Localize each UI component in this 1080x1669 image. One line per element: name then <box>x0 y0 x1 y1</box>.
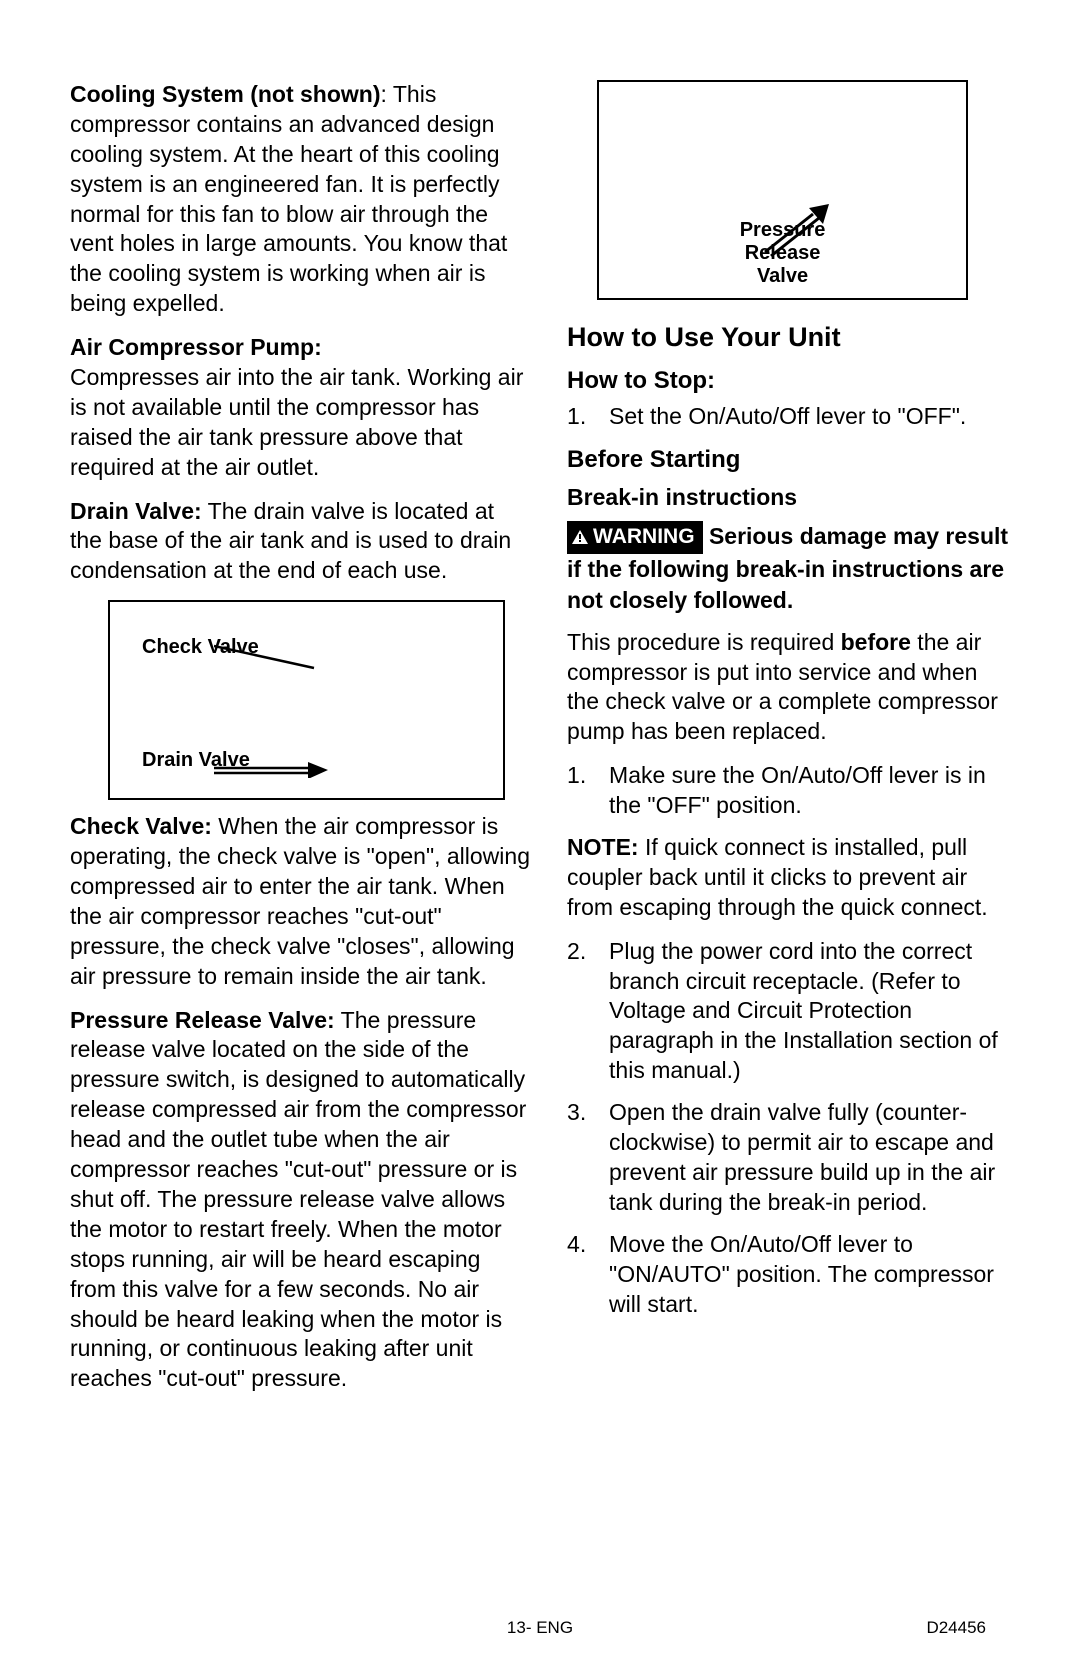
list-text: Move the On/Auto/Off lever to "ON/AUTO" … <box>609 1230 1010 1320</box>
break-in-list-1: 1. Make sure the On/Auto/Off lever is in… <box>567 761 1010 821</box>
left-column: Cooling System (not shown): This compres… <box>70 80 531 1408</box>
cooling-text: : This compressor contains an advanced d… <box>70 81 507 316</box>
break-in-heading: Break-in instructions <box>567 483 1010 513</box>
how-to-stop-heading: How to Stop: <box>567 365 1010 396</box>
list-number: 1. <box>567 761 609 821</box>
section-title: How to Use Your Unit <box>567 320 1010 355</box>
break-in-intro: This procedure is required before the ai… <box>567 628 1010 748</box>
drain-valve-arrow-icon <box>214 758 334 778</box>
drain-heading: Drain Valve: <box>70 498 202 524</box>
pump-para: Air Compressor Pump: Compresses air into… <box>70 333 531 482</box>
check-text: When the air compressor is operating, th… <box>70 813 530 988</box>
before-starting-heading: Before Starting <box>567 444 1010 475</box>
list-text: Make sure the On/Auto/Off lever is in th… <box>609 761 1010 821</box>
doc-number: D24456 <box>926 1617 986 1639</box>
pump-text: Compresses air into the air tank. Workin… <box>70 364 523 480</box>
list-item: 1. Set the On/Auto/Off lever to "OFF". <box>567 402 1010 432</box>
list-number: 4. <box>567 1230 609 1320</box>
check-valve-line-icon <box>214 642 324 672</box>
check-heading: Check Valve: <box>70 813 212 839</box>
pump-heading: Air Compressor Pump: <box>70 334 322 360</box>
warning-label: WARNING <box>593 525 695 548</box>
warning-badge: WARNING <box>567 521 703 553</box>
two-column-layout: Cooling System (not shown): This compres… <box>70 80 1010 1408</box>
how-to-stop-list: 1. Set the On/Auto/Off lever to "OFF". <box>567 402 1010 432</box>
cooling-system-para: Cooling System (not shown): This compres… <box>70 80 531 319</box>
prv-diagram: PressureReleaseValve <box>597 80 968 300</box>
list-number: 1. <box>567 402 609 432</box>
page-number: 13- ENG <box>507 1617 573 1639</box>
list-item: 3. Open the drain valve fully (counter-c… <box>567 1098 1010 1218</box>
note-heading: NOTE: <box>567 834 639 860</box>
check-valve-para: Check Valve: When the air compressor is … <box>70 812 531 991</box>
list-text: Open the drain valve fully (counter-cloc… <box>609 1098 1010 1218</box>
prv-heading: Pressure Release Valve: <box>70 1007 335 1033</box>
list-item: 1. Make sure the On/Auto/Off lever is in… <box>567 761 1010 821</box>
list-number: 2. <box>567 937 609 1086</box>
prv-para: Pressure Release Valve: The pressure rel… <box>70 1006 531 1395</box>
drain-valve-para: Drain Valve: The drain valve is located … <box>70 497 531 587</box>
list-text: Set the On/Auto/Off lever to "OFF". <box>609 402 1010 432</box>
right-column: PressureReleaseValve How to Use Your Uni… <box>567 80 1010 1408</box>
list-item: 4. Move the On/Auto/Off lever to "ON/AUT… <box>567 1230 1010 1320</box>
break-in-list-2: 2. Plug the power cord into the correct … <box>567 937 1010 1320</box>
page-footer: 13- ENG D24456 <box>0 1617 1080 1639</box>
prv-diagram-label: PressureReleaseValve <box>599 219 966 288</box>
note-para: NOTE: If quick connect is installed, pul… <box>567 833 1010 923</box>
list-number: 3. <box>567 1098 609 1218</box>
warning-triangle-icon <box>571 529 589 545</box>
cooling-heading: Cooling System (not shown) <box>70 81 381 107</box>
list-text: Plug the power cord into the correct bra… <box>609 937 1010 1086</box>
list-item: 2. Plug the power cord into the correct … <box>567 937 1010 1086</box>
warning-callout: WARNING Serious damage may result if the… <box>567 521 1010 615</box>
prv-text: The pressure release valve located on th… <box>70 1007 526 1392</box>
valve-diagram: Check Valve Drain Valve <box>108 600 505 800</box>
